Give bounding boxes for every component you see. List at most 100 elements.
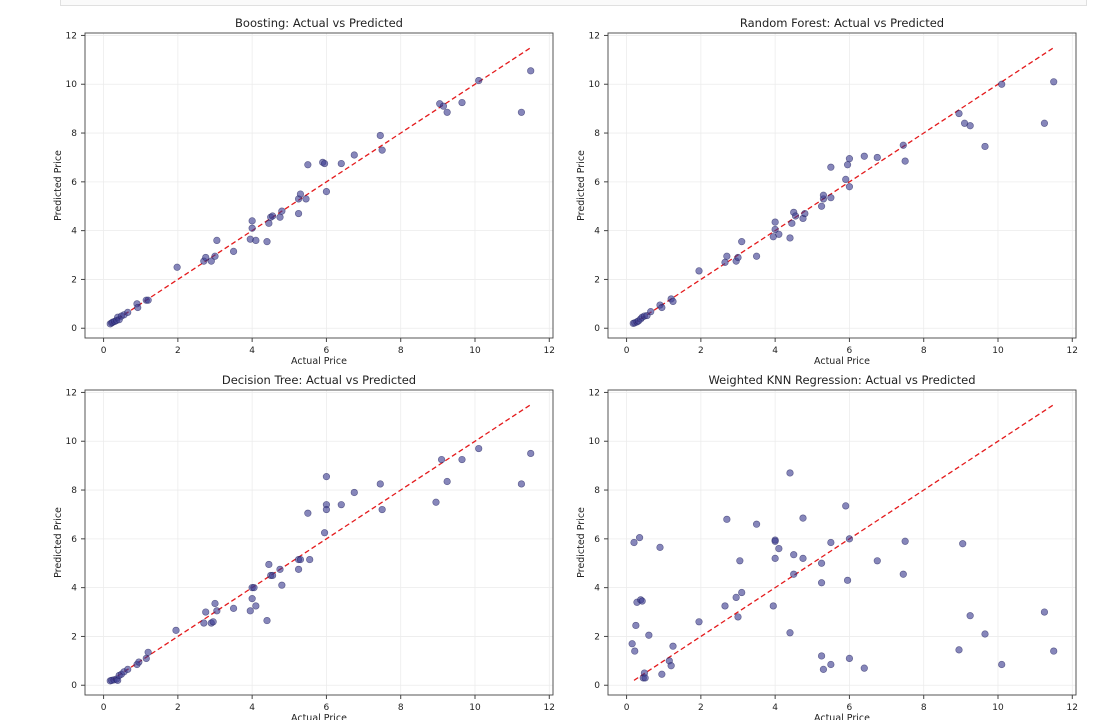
- chart2-point-19: [752, 252, 761, 260]
- chart1-point-20: [229, 247, 238, 255]
- chart1-point-19: [213, 236, 221, 244]
- chart4-ytick-label-1: 2: [594, 632, 600, 642]
- chart1-point-17: [207, 257, 215, 265]
- chart3-point-31: [278, 581, 286, 589]
- chart3-point-35: [304, 509, 312, 517]
- chart4-point-2: [631, 647, 639, 655]
- chart3-xtick-label-2: 4: [249, 703, 255, 713]
- chart3-point-34: [296, 555, 305, 564]
- chart2-point-42: [901, 157, 909, 165]
- chart1-ylabel: Predicted Price: [53, 150, 64, 221]
- chart1-point-49: [527, 67, 535, 75]
- chart2-point-30: [817, 202, 826, 210]
- chart4-ytick-label-4: 8: [594, 486, 600, 496]
- chart1-point-34: [302, 195, 310, 203]
- chart4-ytick-label-5: 10: [589, 437, 601, 447]
- chart2-xtick-label-4: 8: [921, 346, 927, 356]
- chart1-point-13: [144, 296, 152, 304]
- chart1-xtick-label-6: 12: [544, 346, 555, 356]
- chart4-xtick-label-3: 6: [847, 703, 853, 713]
- chart2-ytick-label-1: 2: [594, 275, 600, 285]
- chart4-point-42: [842, 502, 850, 510]
- chart4-ytick-label-6: 12: [589, 388, 600, 398]
- chart4-point-20: [732, 593, 740, 602]
- chart1-xtick-label-4: 8: [398, 346, 404, 356]
- chart4-ytick-label-0: 0: [594, 681, 600, 691]
- chart2-point-43: [955, 109, 963, 118]
- chart2-point-18: [738, 238, 746, 246]
- chart2-point-25: [788, 219, 796, 227]
- chart4-point-55: [1040, 608, 1049, 616]
- chart2-point-8: [647, 308, 655, 316]
- chart1-point-30: [278, 207, 286, 215]
- chart3-point-21: [246, 607, 254, 615]
- previous-cell-output-strip: [60, 0, 1087, 6]
- chart2-title: Random Forest: Actual vs Predicted: [740, 16, 944, 30]
- chart2-point-39: [860, 152, 868, 160]
- chart3-ytick-label-6: 12: [66, 388, 77, 398]
- chart4-point-46: [860, 664, 868, 672]
- chart4-xtick-label-0: 0: [624, 703, 630, 713]
- chart2-point-41: [899, 141, 907, 149]
- chart3-title: Decision Tree: Actual vs Predicted: [222, 373, 416, 387]
- chart3-xtick-label-0: 0: [101, 703, 107, 713]
- chart3-point-43: [376, 480, 384, 488]
- chart1-xtick-label-3: 6: [324, 346, 330, 356]
- chart3-ytick-label-1: 2: [71, 632, 77, 642]
- chart4-point-18: [721, 602, 729, 610]
- chart1-point-44: [439, 102, 448, 110]
- chart4-point-30: [786, 469, 794, 477]
- chart3-point-49: [475, 444, 483, 453]
- chart1-point-24: [252, 236, 260, 244]
- chart4-point-25: [769, 602, 777, 610]
- chart1-point-40: [350, 151, 358, 159]
- chart3-xtick-label-4: 8: [398, 703, 404, 713]
- chart2-point-49: [1050, 78, 1058, 86]
- chart3-point-48: [458, 455, 466, 464]
- chart3-point-8: [124, 665, 132, 673]
- chart1-ytick-label-2: 4: [71, 227, 77, 237]
- chart4-point-53: [981, 630, 989, 638]
- chart2-point-45: [966, 122, 974, 130]
- chart2-xlabel: Actual Price: [814, 356, 870, 367]
- chart1-ytick-label-6: 12: [66, 31, 77, 41]
- chart4-point-47: [873, 557, 881, 565]
- chart4-xlabel: Actual Price: [814, 713, 870, 720]
- chart4-ytick-label-2: 4: [594, 584, 600, 594]
- chart4-reference-line: [633, 404, 1055, 681]
- chart4-point-23: [738, 588, 746, 597]
- chart4-point-24: [752, 520, 761, 528]
- chart4-xtick-label-5: 10: [992, 703, 1004, 713]
- chart4-ytick-label-3: 6: [594, 535, 600, 545]
- chart3-point-46: [437, 455, 446, 464]
- chart1-point-16: [202, 253, 210, 262]
- chart3-point-14: [200, 619, 208, 627]
- chart3-point-27: [265, 560, 273, 569]
- chart4-point-7: [638, 597, 646, 605]
- chart2-point-21: [771, 225, 779, 234]
- chart4-point-5: [635, 534, 644, 542]
- chart2-xtick-label-1: 2: [698, 346, 704, 356]
- chart3-point-37: [320, 529, 329, 537]
- chart4-point-10: [641, 674, 649, 682]
- chart2-ytick-label-2: 4: [594, 227, 600, 237]
- chart3-point-50: [517, 480, 526, 488]
- chart4-point-56: [1050, 647, 1058, 655]
- chart4-point-22: [736, 557, 744, 565]
- chart1-xlabel: Actual Price: [291, 356, 347, 367]
- chart4-point-11: [645, 631, 653, 639]
- chart4-xtick-label-2: 4: [772, 703, 778, 713]
- chart2-point-37: [845, 183, 854, 191]
- chart3-point-25: [252, 602, 260, 610]
- chart3-xtick-label-6: 12: [544, 703, 555, 713]
- chart3-point-24: [250, 584, 258, 592]
- chart4-point-49: [901, 537, 909, 545]
- chart3-point-26: [263, 616, 271, 625]
- chart2-point-17: [734, 253, 742, 262]
- chart3-point-45: [432, 498, 440, 506]
- chart4-point-33: [790, 551, 798, 559]
- chart4-point-45: [845, 535, 854, 543]
- chart3-xtick-label-1: 2: [175, 703, 181, 713]
- chart4-point-32: [790, 570, 798, 578]
